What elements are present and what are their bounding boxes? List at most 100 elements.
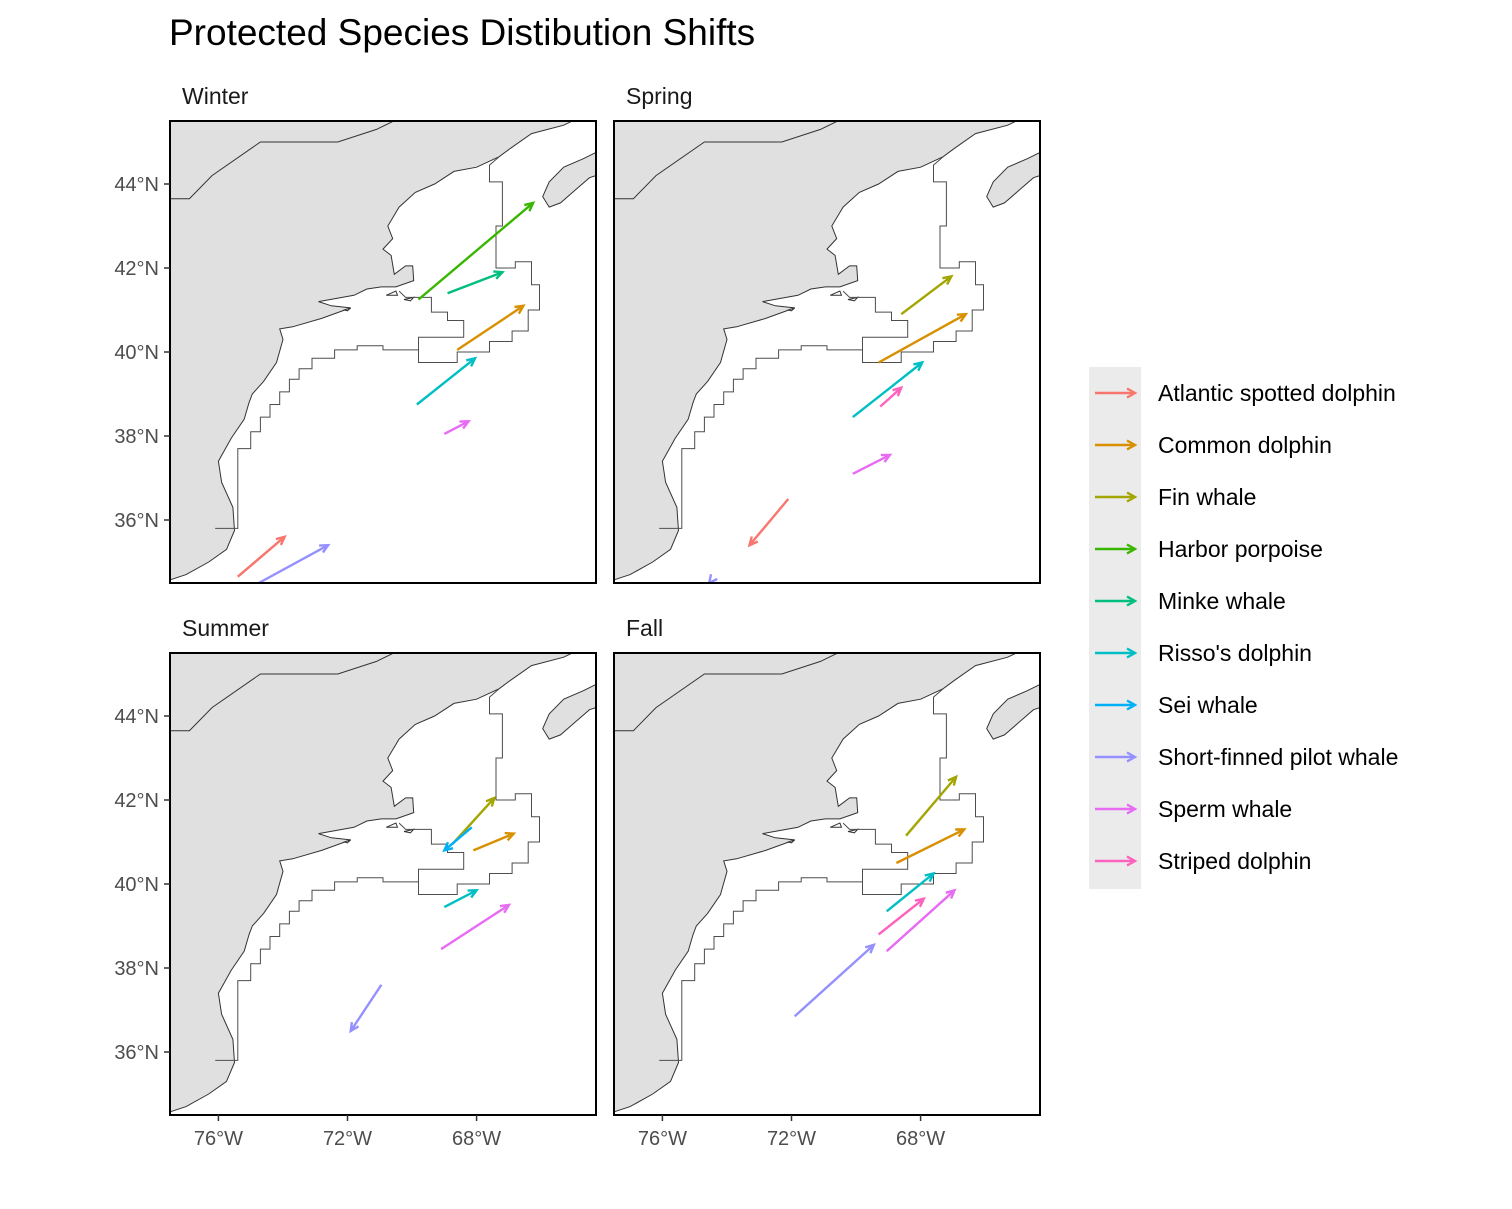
legend-label: Risso's dolphin [1158, 640, 1312, 666]
study-region-boundary [215, 156, 540, 529]
coastline [614, 121, 1018, 581]
shift-arrow-fin-whale [905, 774, 958, 837]
legend-item: Striped dolphin [1095, 848, 1311, 874]
international-border [614, 121, 839, 200]
shift-arrow-short-finned-pilot-whale [349, 984, 383, 1034]
facet-fall: Fall 76°W 72°W 68°W [613, 615, 1041, 1150]
x-tick-label: 76°W [638, 1128, 687, 1150]
legend-label: Striped dolphin [1158, 848, 1311, 874]
y-tick-label: 44°N [114, 706, 159, 728]
island-outline [386, 290, 399, 296]
y-tick-label: 44°N [114, 174, 159, 196]
international-border [614, 653, 839, 732]
legend-label: Short-finned pilot whale [1158, 744, 1398, 770]
nova-scotia-land [986, 683, 1040, 740]
legend-item: Common dolphin [1095, 432, 1332, 458]
shift-arrow-harbor-porpoise [417, 201, 536, 301]
shift-arrow-common-dolphin [895, 828, 967, 865]
y-tick-label: 42°N [114, 790, 159, 812]
island-outline [830, 290, 843, 296]
shift-arrow-sperm-whale [443, 420, 471, 435]
shift-arrow-risso-s-dolphin [852, 360, 925, 419]
legend-item: Short-finned pilot whale [1095, 744, 1398, 770]
island-outline [342, 307, 352, 312]
shift-arrow-sperm-whale [852, 453, 893, 475]
shift-arrow-minke-whale [447, 270, 505, 295]
study-region-boundary [215, 688, 540, 1061]
y-tick-label: 40°N [114, 874, 159, 896]
nova-scotia-land [542, 683, 596, 740]
legend-item: Harbor porpoise [1095, 536, 1323, 562]
legend-key-background [1089, 367, 1141, 889]
facet-winter: Winter 36°N 38°N 40°N 42°N 44°N [114, 83, 597, 584]
y-tick-label: 38°N [114, 426, 159, 448]
panel-border [613, 120, 1041, 584]
y-tick-label: 42°N [114, 258, 159, 280]
island-outline [786, 307, 796, 312]
nova-scotia-land [986, 151, 1040, 208]
shift-arrow-short-finned-pilot-whale [258, 543, 331, 583]
y-tick-label: 40°N [114, 342, 159, 364]
island-outline [786, 839, 796, 844]
y-tick-label: 36°N [114, 510, 159, 532]
study-region-boundary [659, 156, 984, 529]
legend-label: Fin whale [1158, 484, 1256, 510]
legend-item: Fin whale [1095, 484, 1256, 510]
coastline [170, 653, 574, 1113]
shift-arrow-fin-whale [900, 274, 954, 316]
legend-item: Sei whale [1095, 692, 1258, 718]
legend-item: Sperm whale [1095, 796, 1292, 822]
chart-title: Protected Species Distibution Shifts [169, 12, 755, 53]
study-region-boundary [659, 688, 984, 1061]
shift-arrow-short-finned-pilot-whale [793, 943, 876, 1018]
shift-arrow-striped-dolphin [877, 896, 926, 936]
shift-arrow-sperm-whale [885, 888, 957, 953]
island-outline [403, 828, 416, 834]
x-tick-label: 68°W [452, 1128, 501, 1150]
shift-arrow-common-dolphin [878, 312, 969, 364]
shift-arrow-common-dolphin [472, 831, 517, 852]
legend-label: Minke whale [1158, 588, 1286, 614]
facet-summer: Summer 36°N 38°N 40°N 42°N 44°N 76°W 72°W 68°W [114, 615, 597, 1150]
legend-label: Atlantic spotted dolphin [1158, 380, 1396, 406]
shift-arrow-risso-s-dolphin [885, 871, 936, 913]
land-area [170, 121, 573, 580]
island-outline [847, 296, 860, 302]
x-tick-label: 72°W [767, 1128, 816, 1150]
shift-arrow-atlantic-spotted-dolphin [236, 534, 287, 578]
facet-label-fall: Fall [626, 615, 663, 641]
facet-label-summer: Summer [182, 615, 269, 641]
shift-arrow-sei-whale [442, 826, 473, 853]
x-tick-label: 72°W [323, 1128, 372, 1150]
land-area [614, 121, 1017, 580]
facet-label-spring: Spring [626, 83, 692, 109]
legend-item: Minke whale [1095, 588, 1286, 614]
island-outline [830, 822, 843, 828]
shift-arrow-atlantic-spotted-dolphin [747, 498, 790, 548]
nova-scotia-land [542, 151, 596, 208]
land-area [170, 653, 573, 1112]
island-outline [403, 296, 416, 302]
y-tick-label: 38°N [114, 958, 159, 980]
shift-arrow-risso-s-dolphin [443, 889, 480, 909]
legend-item: Atlantic spotted dolphin [1095, 380, 1396, 406]
panel-border [613, 652, 1041, 1116]
legend-label: Sperm whale [1158, 796, 1292, 822]
facet-label-winter: Winter [182, 83, 249, 109]
international-border [170, 121, 395, 200]
legend-label: Harbor porpoise [1158, 536, 1323, 562]
study-region-boundary-inner [842, 290, 909, 350]
shift-arrow-common-dolphin [456, 304, 526, 351]
study-region-boundary-inner [842, 822, 909, 882]
land-area [614, 653, 1017, 1112]
facet-spring: Spring [613, 83, 1041, 584]
study-region-boundary-inner [398, 290, 465, 350]
international-border [170, 653, 395, 732]
island-outline [342, 839, 352, 844]
shift-arrow-striped-dolphin [879, 385, 904, 408]
legend-label: Common dolphin [1158, 432, 1332, 458]
island-outline [847, 828, 860, 834]
legend-item: Risso's dolphin [1095, 640, 1312, 666]
shift-arrow-risso-s-dolphin [416, 356, 478, 406]
